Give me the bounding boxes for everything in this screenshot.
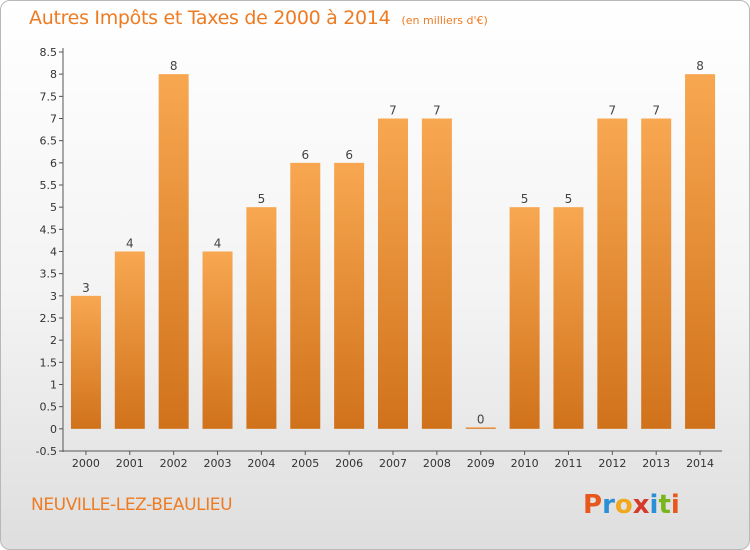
y-tick-label: 6 [50,157,57,170]
x-tick-label: 2009 [467,457,495,470]
y-tick-label: 3 [50,290,57,303]
y-tick-label: 4.5 [40,223,58,236]
chart-labels: 3 4 8 4 5 6 6 7 7 0 5 5 7 7 8 [82,59,704,426]
bar-2012 [597,118,628,429]
y-tick-label: 5.5 [40,179,58,192]
chart-title: Autres Impôts et Taxes de 2000 à 2014 [29,7,391,29]
data-label-2003: 4 [214,237,222,251]
bar-2005 [290,162,321,429]
y-tick-label: 6.5 [40,135,58,148]
data-label-2008: 7 [433,104,441,118]
data-label-2006: 6 [345,148,353,162]
y-tick-label: 2.5 [40,312,58,325]
bar-2013 [641,118,672,429]
x-tick-label: 2007 [379,457,407,470]
bar-2011 [553,207,584,429]
logo-letter: i [670,490,680,520]
x-tick-label: 2005 [291,457,319,470]
logo-letter: i [649,490,659,520]
y-tick-label: 8.5 [40,46,58,59]
logo-letter: r [602,490,615,520]
y-tick-label: 7.5 [40,90,58,103]
data-label-2012: 7 [609,104,617,118]
bar-2000 [70,295,101,429]
bar-2014 [685,74,716,429]
x-tick-label: 2014 [686,457,714,470]
y-tick-label: 8 [50,68,57,81]
logo-letter: x [632,490,650,520]
data-label-2007: 7 [389,104,397,118]
y-tick-label: 0.5 [40,401,58,414]
bar-2006 [334,162,365,429]
bar-2001 [114,251,145,429]
logo-letter: P [583,490,603,520]
x-tick-label: 2013 [642,457,670,470]
bar-2009 [465,427,496,429]
y-tick-label: 4 [50,246,57,259]
x-tick-label: 2006 [335,457,363,470]
bar-2010 [509,207,540,429]
x-tick-label: 2010 [511,457,539,470]
y-tick-label: 0 [50,423,57,436]
logo-letter: t [658,490,671,520]
x-tick-label: 2003 [204,457,232,470]
x-tick-label: 2004 [247,457,275,470]
data-label-2002: 8 [170,59,178,73]
y-tick-label: 3.5 [40,268,58,281]
bar-2007 [378,118,408,429]
x-tick-label: 2008 [423,457,451,470]
x-tick-label: 2012 [598,457,626,470]
bar-2004 [246,207,277,429]
y-tick-label: 5 [50,201,57,214]
bar-2003 [202,251,233,429]
data-label-2014: 8 [696,59,704,73]
data-label-2009: 0 [477,412,485,426]
y-tick-label: 7 [50,113,57,126]
bar-2002 [158,74,189,429]
chart-bars [70,74,716,429]
proxiti-logo: Proxiti [583,490,680,520]
commune-name: NEUVILLE-LEZ-BEAULIEU [31,495,233,515]
chart-axes: -0.5 0 0.5 1 1.5 2 2.5 3 3.5 4 4.5 5 5.5 6 6.5 7 7.5 8 8.5… [36,46,722,470]
y-tick-label: 2 [50,334,57,347]
y-tick-label: 1 [50,379,57,392]
chart-title-row: Autres Impôts et Taxes de 2000 à 2014 (e… [29,7,488,29]
data-label-2005: 6 [301,148,309,162]
x-tick-label: 2001 [116,457,144,470]
data-label-2001: 4 [126,237,134,251]
y-tick-label: 1.5 [40,356,58,369]
chart-unit: (en milliers d'€) [401,14,488,27]
x-tick-label: 2002 [160,457,188,470]
data-label-2013: 7 [652,104,660,118]
data-label-2010: 5 [521,192,529,206]
logo-letter: o [614,490,633,520]
x-tick-label: 2011 [554,457,582,470]
data-label-2011: 5 [565,192,573,206]
bar-2008 [421,118,452,429]
data-label-2004: 5 [258,192,266,206]
y-tick-label: -0.5 [36,445,57,458]
x-tick-label: 2000 [72,457,100,470]
data-label-2000: 3 [82,281,90,295]
